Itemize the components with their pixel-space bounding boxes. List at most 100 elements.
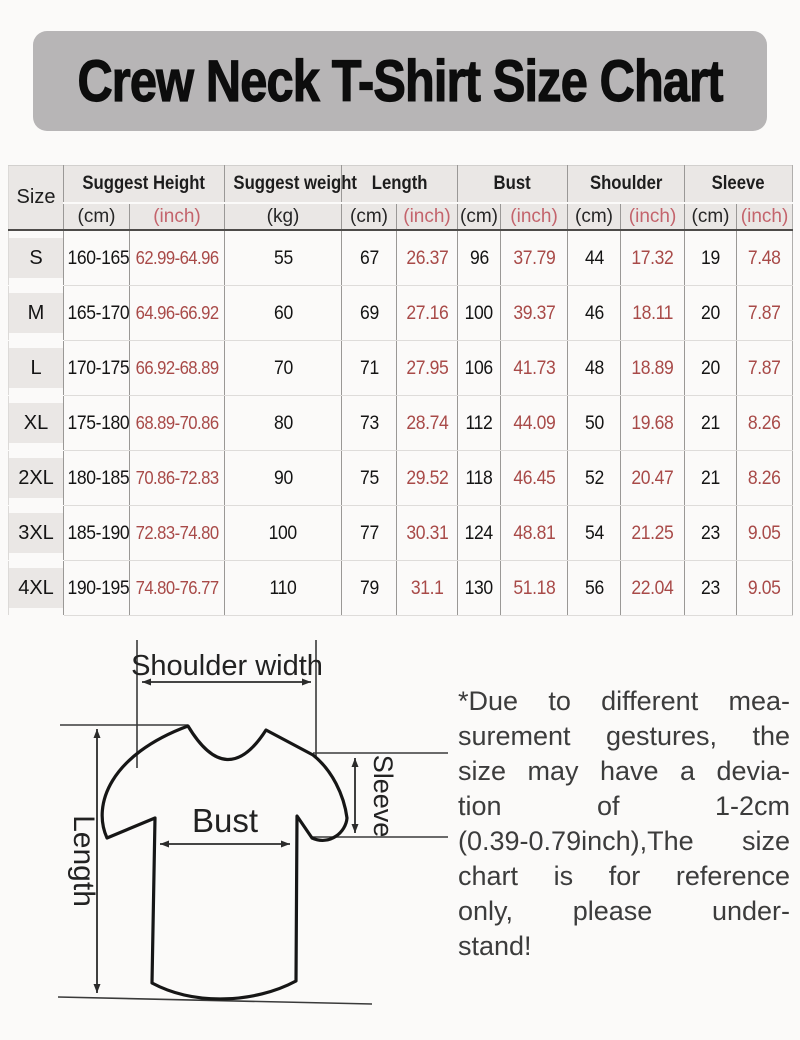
- measurement-cell: 39.37: [500, 285, 569, 341]
- measurement-cell: 90: [224, 450, 342, 506]
- column-group-header: Suggest Height: [63, 165, 225, 204]
- measurement-cell: 51.18: [500, 560, 569, 616]
- measurement-cell: 31.1: [396, 560, 459, 616]
- note-line: stand!: [458, 931, 532, 961]
- note-line: (0.39-0.79inch),The size: [458, 826, 790, 856]
- length-guide-bottom: [57, 996, 373, 1005]
- measurement-cell: 68.89-70.86: [129, 395, 225, 451]
- measurement-cell: 30.31: [396, 505, 459, 561]
- measurement-cell: 7.87: [736, 340, 793, 396]
- column-unit-header: (kg): [224, 203, 342, 231]
- measurement-cell: 23: [684, 560, 738, 616]
- measurement-cell: 130: [457, 560, 502, 616]
- note-line: *Due to different mea-: [458, 686, 790, 716]
- shoulder-width-label: Shoulder width: [131, 650, 323, 682]
- measurement-disclaimer: *Due to different mea- surement gestures…: [458, 684, 790, 964]
- measurement-cell: 62.99-64.96: [129, 230, 225, 286]
- measurement-cell: 73: [341, 395, 397, 451]
- size-cell: 3XL: [8, 505, 64, 561]
- column-unit-header: (cm): [341, 203, 397, 231]
- size-label: 4XL: [9, 568, 63, 608]
- size-cell: XL: [8, 395, 64, 451]
- measurement-cell: 56: [567, 560, 622, 616]
- measurement-cell: 66.92-68.89: [129, 340, 225, 396]
- measurement-cell: 74.80-76.77: [129, 560, 225, 616]
- measurement-cell: 165-170: [63, 285, 130, 341]
- table-group-header-row: Size Suggest Height Suggest weight Length B…: [8, 165, 793, 231]
- tshirt-measurement-diagram: Shoulder width Length Bust Sleeve: [57, 640, 448, 1005]
- measurement-cell: 7.48: [736, 230, 793, 286]
- measurement-cell: 70.86-72.83: [129, 450, 225, 506]
- measurement-cell: 8.26: [736, 395, 793, 451]
- measurement-cell: 100: [457, 285, 502, 341]
- column-unit-header: (inch): [396, 203, 459, 231]
- measurement-cell: 96: [457, 230, 502, 286]
- measurement-cell: 185-190: [63, 505, 130, 561]
- measurement-cell: 70: [224, 340, 342, 396]
- column-unit-header: (inch): [129, 203, 225, 231]
- measurement-cell: 160-165: [63, 230, 130, 286]
- measurement-cell: 124: [457, 505, 502, 561]
- measurement-cell: 170-175: [63, 340, 130, 396]
- column-unit-header: (cm): [457, 203, 502, 231]
- measurement-cell: 27.95: [396, 340, 459, 396]
- measurement-cell: 118: [457, 450, 502, 506]
- measurement-cell: 21: [684, 395, 738, 451]
- column-unit-header: (inch): [620, 203, 686, 231]
- table-row: XL 175-180 68.89-70.86 80 73 28.74 112 44.09 50 1…: [8, 395, 793, 451]
- column-unit-header: (inch): [500, 203, 569, 231]
- measurement-cell: 27.16: [396, 285, 459, 341]
- sleeve-label: Sleeve: [368, 755, 398, 838]
- measurement-cell: 100: [224, 505, 342, 561]
- page-title: Crew Neck T-Shirt Size Chart: [77, 48, 724, 114]
- table-row: M 165-170 64.96-66.92 60 69 27.16 100 39.37 46 18…: [8, 285, 793, 341]
- table-row: L 170-175 66.92-68.89 70 71 27.95 106 41.73 48 18…: [8, 340, 793, 396]
- note-line: size may have a devia-: [458, 756, 790, 786]
- measurement-cell: 55: [224, 230, 342, 286]
- column-group-header: Bust: [457, 165, 569, 204]
- size-chart-table: Size Suggest Height Suggest weight Length B…: [8, 165, 794, 616]
- measurement-cell: 52: [567, 450, 622, 506]
- measurement-cell: 106: [457, 340, 502, 396]
- measurement-cell: 180-185: [63, 450, 130, 506]
- note-line: surement gestures, the: [458, 721, 790, 751]
- table-unit-header-row: (cm) (inch) (kg) (cm) (inch) (cm) (inch) (cm) (i…: [9, 203, 793, 231]
- measurement-cell: 17.32: [620, 230, 686, 286]
- measurement-cell: 8.26: [736, 450, 793, 506]
- tshirt-outline: [100, 724, 349, 1001]
- table-row: 4XL 190-195 74.80-76.77 110 79 31.1 130 51.18 56…: [8, 560, 793, 616]
- measurement-cell: 44: [567, 230, 622, 286]
- column-unit-header: (inch): [736, 203, 793, 231]
- measurement-cell: 110: [224, 560, 342, 616]
- measurement-cell: 46.45: [500, 450, 569, 506]
- measurement-cell: 54: [567, 505, 622, 561]
- measurement-cell: 72.83-74.80: [129, 505, 225, 561]
- measurement-cell: 20.47: [620, 450, 686, 506]
- measurement-cell: 69: [341, 285, 397, 341]
- note-line: only, please under-: [458, 896, 790, 926]
- measurement-cell: 190-195: [63, 560, 130, 616]
- dimension-arrows: [93, 678, 359, 993]
- measurement-cell: 71: [341, 340, 397, 396]
- measurement-cell: 67: [341, 230, 397, 286]
- size-label: S: [9, 238, 63, 278]
- size-label: 2XL: [9, 458, 63, 498]
- column-group-header: Suggest weight: [224, 165, 357, 204]
- column-unit-header: (cm): [567, 203, 622, 231]
- measurement-cell: 44.09: [500, 395, 569, 451]
- measurement-cell: 7.87: [736, 285, 793, 341]
- measurement-cell: 50: [567, 395, 622, 451]
- measurement-cell: 9.05: [736, 505, 793, 561]
- measurement-cell: 175-180: [63, 395, 130, 451]
- size-label: M: [9, 293, 63, 333]
- size-cell: 4XL: [8, 560, 64, 616]
- column-group-header: Sleeve: [684, 165, 793, 204]
- size-label: L: [9, 348, 63, 388]
- measurement-cell: 64.96-66.92: [129, 285, 225, 341]
- table-row: S 160-165 62.99-64.96 55 67 26.37 96 37.79 44 17.…: [8, 230, 793, 286]
- measurement-cell: 18.89: [620, 340, 686, 396]
- column-unit-header: (cm): [684, 203, 738, 231]
- measurement-cell: 79: [341, 560, 397, 616]
- title-banner: Crew Neck T-Shirt Size Chart: [33, 31, 767, 131]
- measurement-cell: 20: [684, 340, 738, 396]
